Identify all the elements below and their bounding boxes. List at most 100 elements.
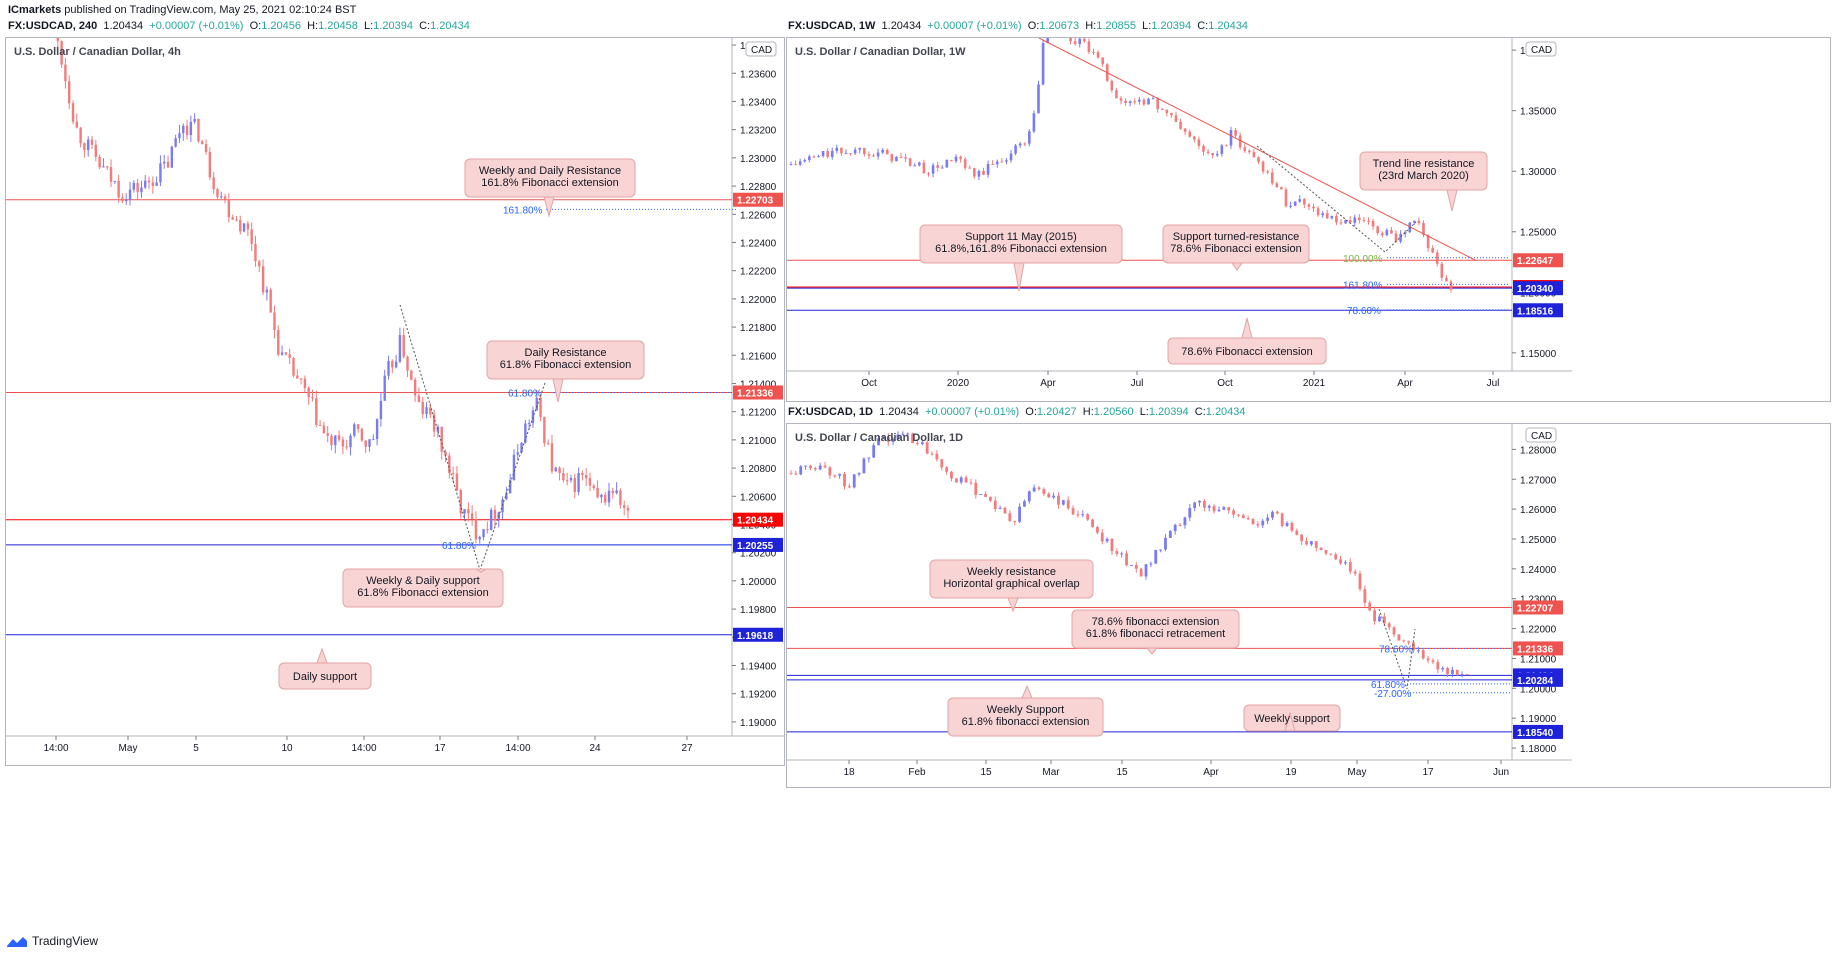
- candle-body: [94, 144, 98, 157]
- candle-body: [1073, 41, 1077, 45]
- candle-body: [75, 121, 79, 128]
- candle-body: [963, 159, 967, 168]
- trend-line: [1038, 38, 1476, 261]
- candle-body: [826, 150, 829, 157]
- candle-body: [1266, 171, 1269, 173]
- candle-body: [1206, 151, 1210, 153]
- candle-body: [1378, 616, 1381, 622]
- candle-body: [1215, 153, 1219, 156]
- candle-body: [1229, 130, 1233, 146]
- candle-body: [600, 494, 603, 498]
- candle-body: [508, 479, 512, 494]
- candle-body: [973, 168, 976, 177]
- callout-text: 78.6% fibonacci extension: [1092, 616, 1220, 628]
- candle-body: [90, 139, 94, 145]
- candle-body: [1052, 495, 1056, 498]
- candle-body: [1211, 152, 1214, 156]
- candle-body: [71, 103, 75, 122]
- candle-body: [838, 473, 842, 476]
- candle-body: [258, 261, 261, 267]
- candle-body: [1008, 513, 1012, 521]
- candle-body: [1124, 100, 1127, 103]
- fib-level-label: 100.00%: [1343, 254, 1383, 265]
- candle-body: [979, 493, 983, 495]
- candle-body: [1353, 571, 1357, 574]
- currency-label: CAD: [1531, 45, 1552, 56]
- footer-brand[interactable]: TradingView: [6, 934, 98, 948]
- y-tick-label: 1.22200: [740, 267, 777, 278]
- price-label-box: [733, 512, 783, 527]
- h4-chart-panel[interactable]: U.S. Dollar / Canadian Dollar, 4h 1.1900…: [5, 37, 785, 766]
- y-tick-label: 1.21600: [740, 351, 777, 362]
- price-label: 1.19618: [737, 631, 774, 642]
- candle-body: [410, 370, 413, 380]
- candle-body: [1358, 573, 1362, 590]
- candle-body: [98, 156, 101, 168]
- candle-body: [288, 354, 291, 358]
- candle-body: [432, 414, 436, 432]
- candle-body: [1446, 668, 1449, 675]
- w1-chart-panel[interactable]: U.S. Dollar / Canadian Dollar, 1W 1.1500…: [786, 37, 1831, 402]
- candle-body: [619, 490, 622, 506]
- candle-body: [954, 478, 958, 483]
- candle-body: [588, 478, 592, 486]
- x-tick-label: 19: [1285, 767, 1297, 778]
- candle-body: [1179, 121, 1182, 129]
- price-label: 1.18540: [1517, 728, 1554, 739]
- candle-body: [265, 289, 269, 293]
- candle-body: [1222, 507, 1226, 510]
- x-tick-label: Oct: [861, 378, 877, 389]
- candle-body: [1380, 233, 1384, 236]
- candle-body: [216, 189, 219, 198]
- candle-body: [102, 166, 105, 168]
- candle-body: [1385, 230, 1389, 236]
- candle-body: [849, 153, 852, 155]
- candle-body: [899, 156, 903, 158]
- candle-body: [178, 133, 181, 139]
- candle-body: [83, 143, 86, 151]
- chart-title: U.S. Dollar / Canadian Dollar, 1W: [795, 46, 966, 58]
- candle-body: [877, 438, 880, 446]
- callout-text: 61.8% Fibonacci extension: [357, 587, 488, 599]
- candle-body: [986, 163, 990, 175]
- candle-body: [1368, 602, 1372, 611]
- publisher-user[interactable]: ICmarkets: [8, 4, 62, 16]
- candle-body: [1243, 147, 1247, 151]
- candle-body: [858, 147, 862, 150]
- d1-chart-svg[interactable]: 1.18000 1.19000 1.20000 1.21000 1.22000 1.230…: [787, 424, 1830, 787]
- candle-body: [1138, 99, 1141, 102]
- candle-body: [1032, 487, 1036, 492]
- candle-body: [1285, 522, 1289, 526]
- candle-body: [1232, 510, 1235, 515]
- candle-body: [930, 453, 934, 455]
- callout-pointer: [1446, 189, 1458, 212]
- candle-body: [565, 480, 569, 482]
- candle-body: [984, 493, 987, 497]
- candle-body: [307, 387, 310, 397]
- currency-badge: [745, 41, 777, 57]
- candle-body: [444, 451, 447, 456]
- candle-body: [356, 424, 360, 429]
- candle-body: [159, 163, 162, 183]
- candle-body: [166, 161, 170, 168]
- y-tick-label: 1.27000: [1520, 475, 1557, 486]
- candle-body: [417, 395, 421, 402]
- candle-body: [1023, 143, 1027, 145]
- candle-body: [1183, 128, 1187, 132]
- w1-chart-svg[interactable]: 1.150001.200001.250001.300001.350001.400…: [787, 38, 1830, 401]
- x-tick-label: Jun: [1493, 767, 1509, 778]
- d1-chart-panel[interactable]: U.S. Dollar / Canadian Dollar, 1D 1.1800…: [786, 423, 1831, 788]
- candle-body: [1305, 541, 1308, 545]
- candle-body: [413, 379, 417, 396]
- x-tick-label: 10: [281, 743, 293, 754]
- candle-body: [1455, 669, 1459, 675]
- candle-body: [964, 477, 968, 483]
- high-value: 1.20458: [318, 20, 358, 32]
- candle-body: [398, 335, 402, 362]
- candle-body: [935, 453, 939, 460]
- y-tick-label: 1.25000: [1520, 535, 1557, 546]
- h4-chart-svg[interactable]: 1.190001.192001.194001.196001.198001.200…: [6, 38, 784, 765]
- candle-body: [212, 177, 215, 190]
- candle-body: [478, 537, 481, 540]
- candle-body: [922, 162, 926, 174]
